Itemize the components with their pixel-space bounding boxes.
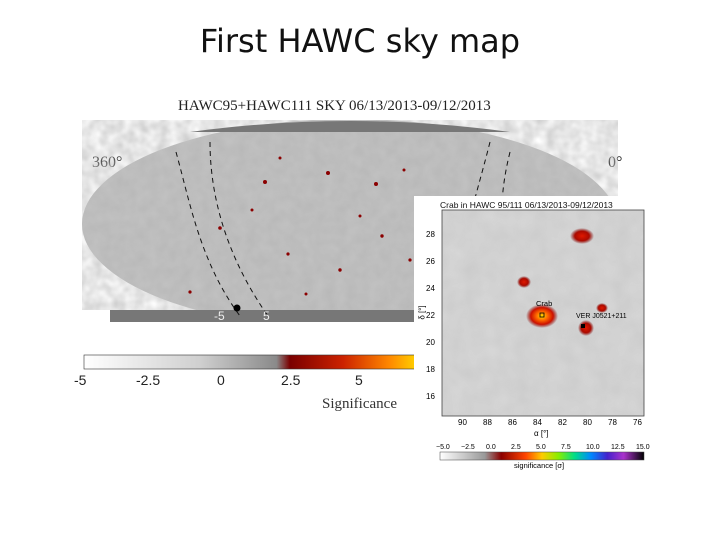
inset-y-tick: 28 <box>426 230 435 239</box>
colorbar-tick: -2.5 <box>136 372 161 388</box>
inset-colorbar-label: significance [σ] <box>514 461 565 470</box>
inset-x-tick: 76 <box>633 418 642 427</box>
inset-x-label: α [°] <box>534 429 549 438</box>
crab-inset: Crab in HAWC 95/111 06/13/2013-09/12/201… <box>414 196 650 470</box>
dec-label: 5 <box>263 309 270 323</box>
inset-colorbar-tick: 5.0 <box>536 444 546 451</box>
inset-x-tick: 86 <box>508 418 517 427</box>
colorbar-tick: -5 <box>74 372 87 388</box>
colorbar-tick: 5 <box>355 372 363 388</box>
inset-colorbar-tick: 12.5 <box>611 444 625 451</box>
dec-label: -5 <box>214 309 225 323</box>
inset-x-tick: 82 <box>558 418 567 427</box>
inset-y-tick: 20 <box>426 338 435 347</box>
inset-y-tick: 24 <box>426 284 435 293</box>
inset-x-tick: 88 <box>483 418 492 427</box>
source-marker <box>233 304 241 312</box>
inset-y-tick: 22 <box>426 311 435 320</box>
inset-colorbar-tick: 2.5 <box>511 444 521 451</box>
inset-colorbar-tick: −5.0 <box>436 444 450 451</box>
inset-colorbar-gradient <box>439 451 645 461</box>
inset-title: Crab in HAWC 95/111 06/13/2013-09/12/201… <box>440 200 613 210</box>
inset-colorbar-tick: 10.0 <box>586 444 600 451</box>
colorbar-tick: 2.5 <box>281 372 301 388</box>
inset-x-tick: 84 <box>533 418 542 427</box>
colorbar-label: Significance <box>322 396 397 412</box>
ver-marker <box>581 324 585 328</box>
inset-colorbar-tick: 0.0 <box>486 444 496 451</box>
inset-x-tick: 90 <box>458 418 467 427</box>
skymap-title: HAWC95+HAWC111 SKY 06/13/2013-09/12/2013 <box>178 98 491 114</box>
inset-colorbar-tick: −2.5 <box>461 444 475 451</box>
ra-right-label: 0° <box>608 154 623 171</box>
inset-colorbar-tick: 15.0 <box>636 444 650 451</box>
galactic-plane-line <box>209 141 269 317</box>
colorbar-gradient <box>83 354 417 370</box>
slide-title: First HAWC sky map <box>199 22 521 60</box>
galactic-plane-line <box>175 151 241 317</box>
inset-y-tick: 18 <box>426 365 435 374</box>
colorbar-tick: 0 <box>217 372 225 388</box>
crab-marker <box>539 312 545 318</box>
crab-hotspot <box>526 304 558 328</box>
inset-y-tick: 26 <box>426 257 435 266</box>
crab-label: Crab <box>536 299 553 308</box>
inset-colorbar-tick: 7.5 <box>561 444 571 451</box>
ver-label: VER J0521+211 <box>576 313 627 320</box>
inset-y-tick: 16 <box>426 392 435 401</box>
inset-y-label: δ [°] <box>417 305 427 320</box>
crab-inset-figure <box>439 209 645 461</box>
inset-x-tick: 80 <box>583 418 592 427</box>
inset-x-tick: 78 <box>608 418 617 427</box>
ra-left-label: 360° <box>92 154 123 171</box>
